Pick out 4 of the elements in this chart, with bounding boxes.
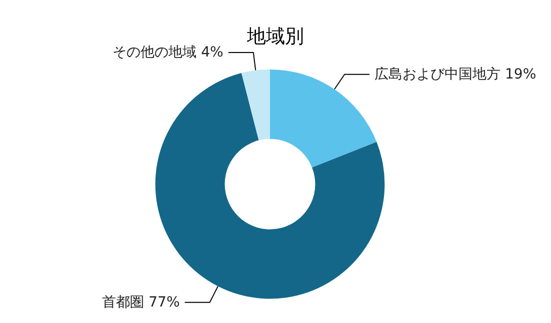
slice-label: その他の地域 4%: [112, 44, 224, 60]
slice-label: 首都圏 77%: [102, 294, 180, 310]
chart-title: 地域別: [246, 26, 304, 48]
slice-label: 広島および中国地方 19%: [374, 66, 536, 82]
